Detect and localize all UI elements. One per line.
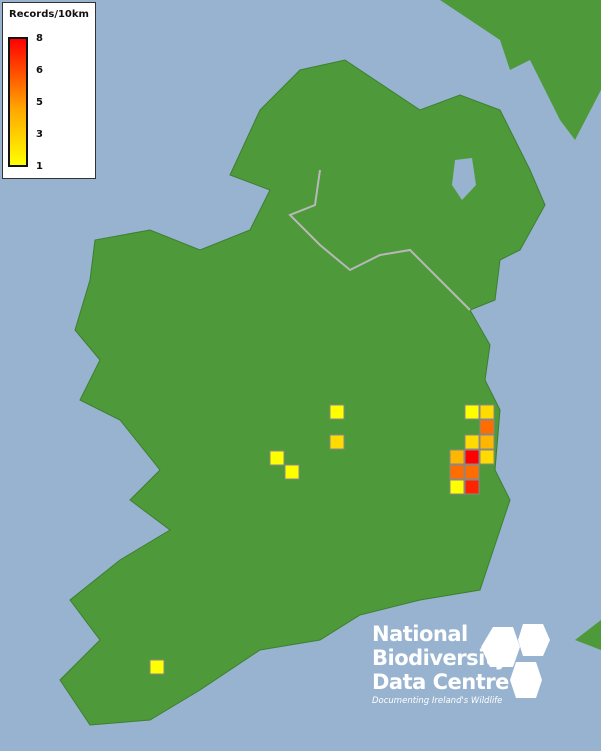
legend-tick: 3 xyxy=(36,129,43,140)
record-square[interactable] xyxy=(449,449,465,465)
record-square[interactable] xyxy=(464,449,480,465)
record-square[interactable] xyxy=(479,404,495,420)
record-square[interactable] xyxy=(479,449,495,465)
record-square[interactable] xyxy=(449,479,465,495)
color-ramp xyxy=(8,37,28,167)
hexagon-emblem-icon xyxy=(481,624,550,698)
record-square[interactable] xyxy=(464,434,480,450)
lough-neagh xyxy=(452,158,476,200)
record-square[interactable] xyxy=(269,450,285,466)
ni-border xyxy=(288,169,471,311)
logo-line3: Data Centre xyxy=(372,670,509,694)
record-square[interactable] xyxy=(464,464,480,480)
record-square[interactable] xyxy=(149,659,165,675)
wales-landmass xyxy=(575,620,601,650)
record-square[interactable] xyxy=(464,479,480,495)
ireland-landmass xyxy=(59,59,546,726)
legend-tick: 1 xyxy=(36,161,43,172)
record-square[interactable] xyxy=(329,434,345,450)
record-square[interactable] xyxy=(464,404,480,420)
logo-tagline: Documenting Ireland's Wildlife xyxy=(372,696,503,706)
legend: Records/10km 8 6 5 3 1 xyxy=(2,2,96,179)
legend-tick: 6 xyxy=(36,65,43,76)
logo-line1: National xyxy=(372,622,468,646)
legend-tick: 8 xyxy=(36,33,43,44)
legend-title: Records/10km xyxy=(9,9,89,20)
legend-tick: 5 xyxy=(36,97,43,108)
scotland-landmass xyxy=(440,0,601,140)
record-square[interactable] xyxy=(479,419,495,435)
record-square[interactable] xyxy=(284,464,300,480)
record-square[interactable] xyxy=(479,434,495,450)
record-square[interactable] xyxy=(329,404,345,420)
record-square[interactable] xyxy=(449,464,465,480)
